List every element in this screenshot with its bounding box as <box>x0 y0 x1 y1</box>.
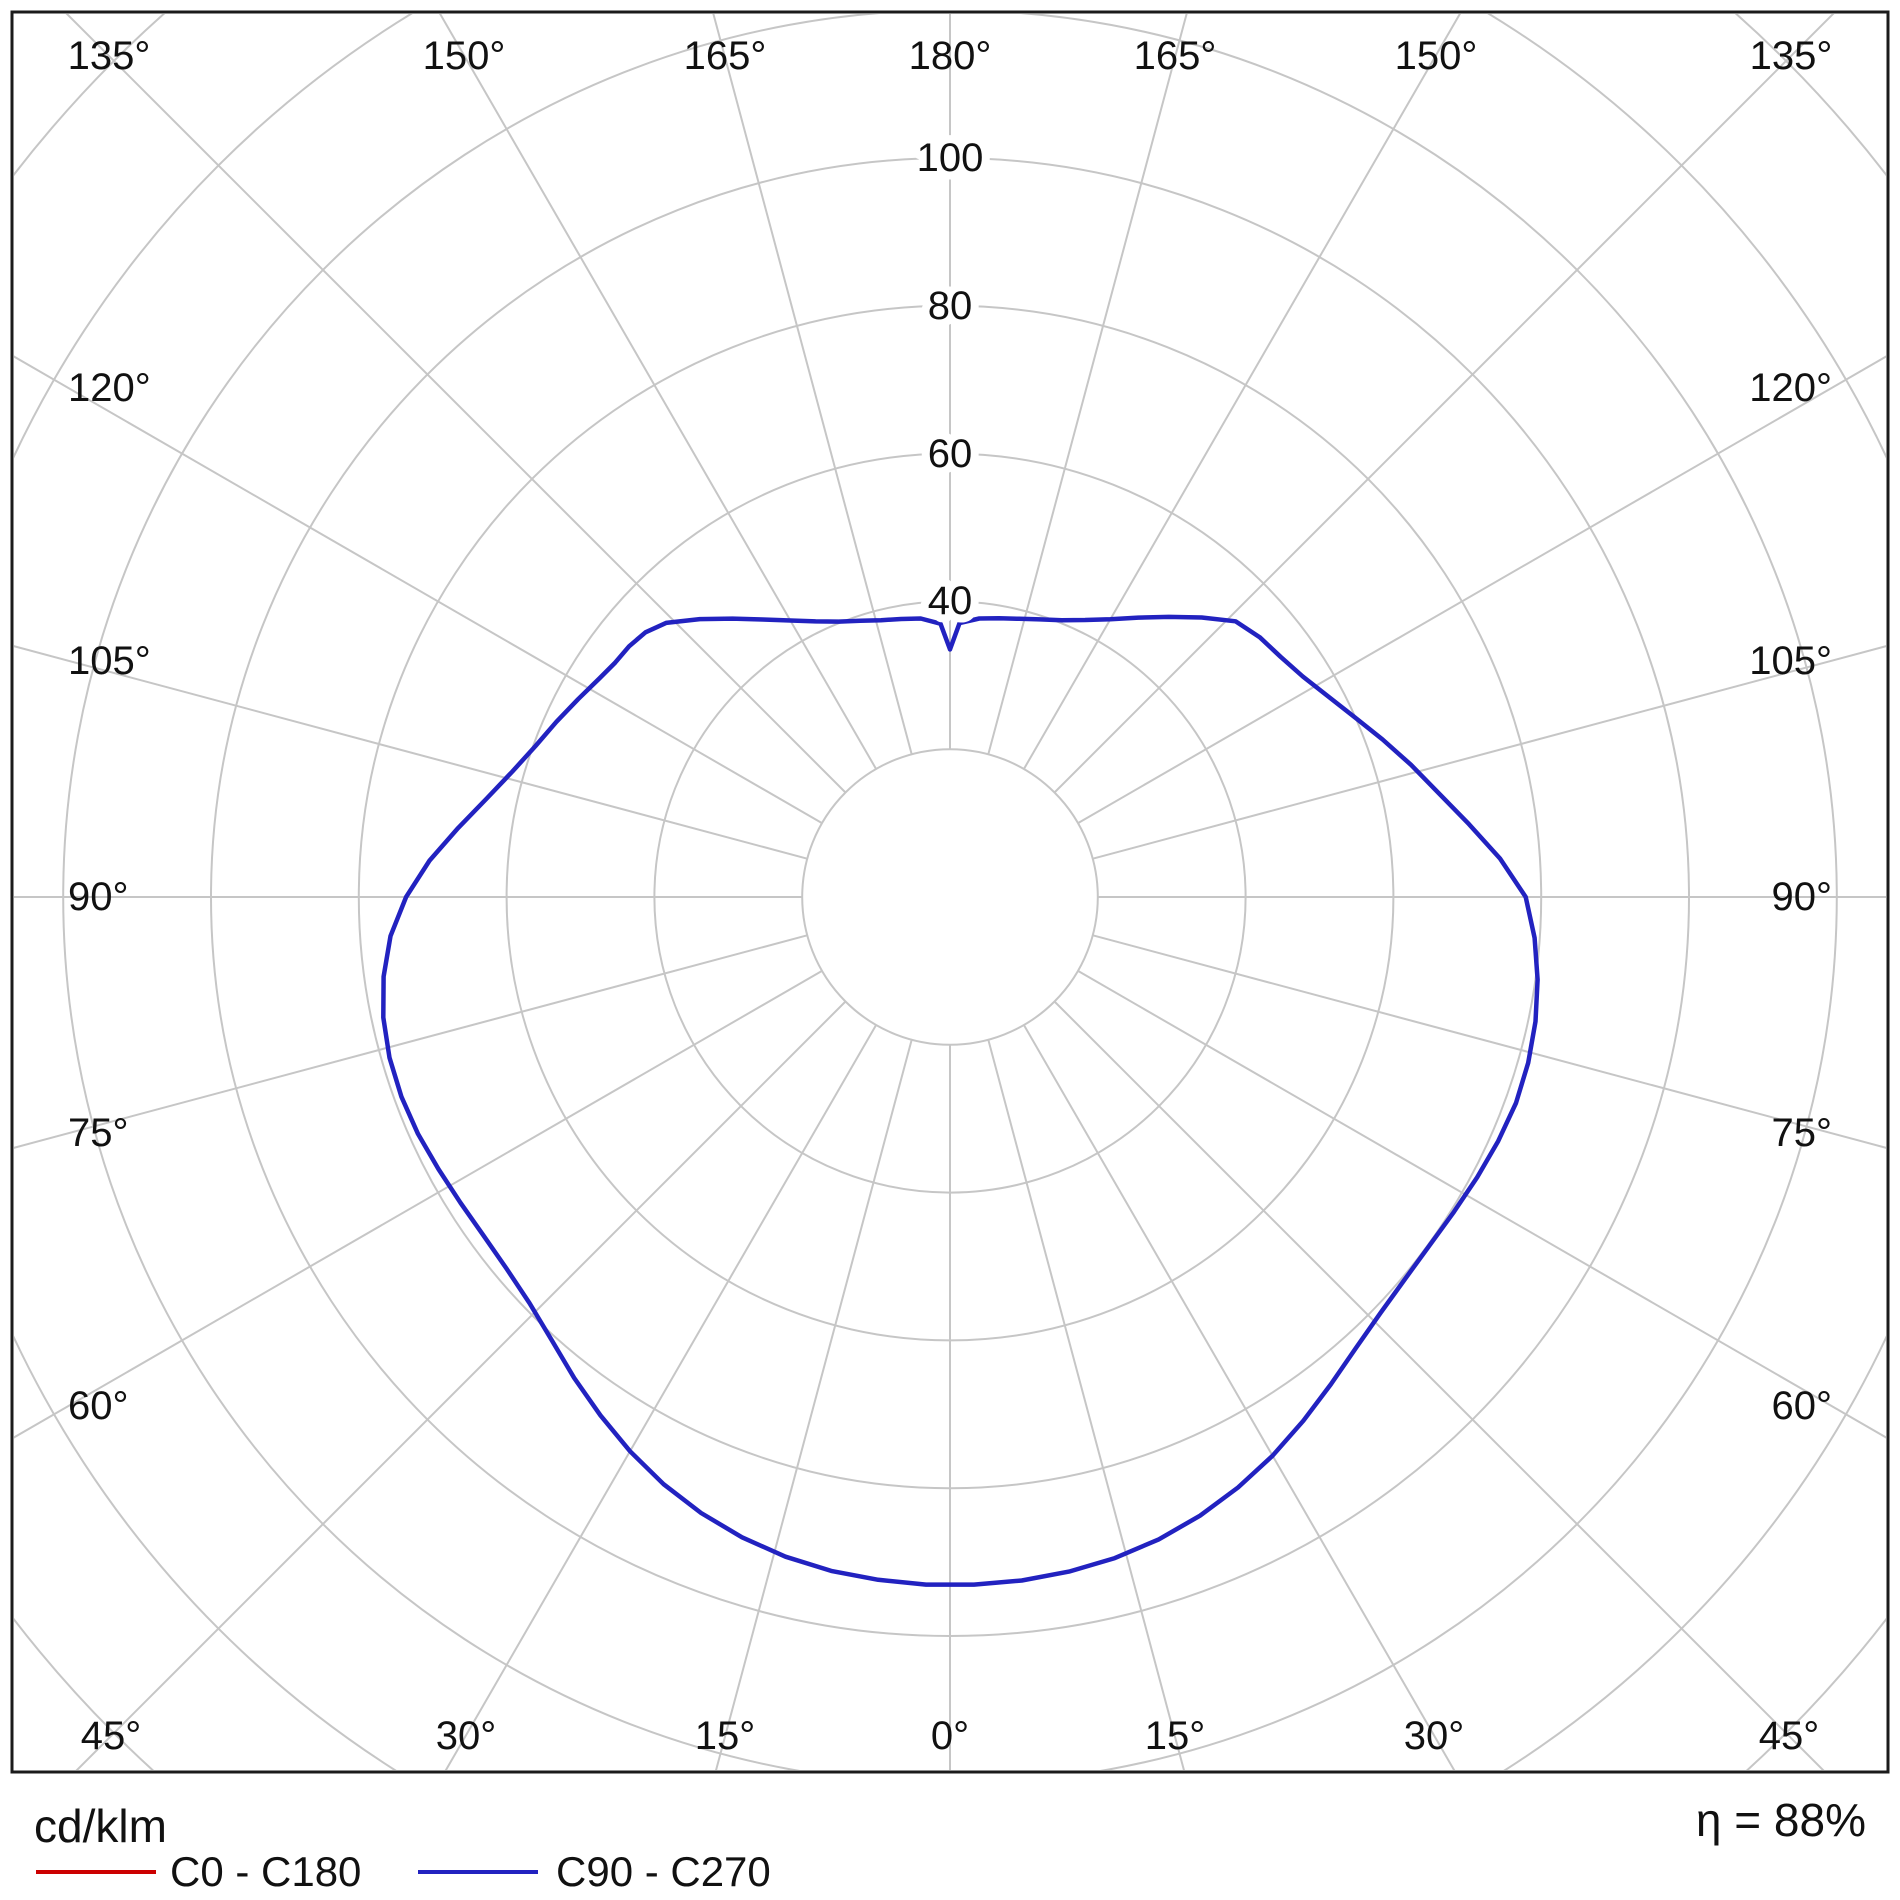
angle-label-75: 75° <box>1772 1111 1833 1155</box>
units-label: cd/klm <box>34 1800 167 1852</box>
angle-label-45: 45° <box>1759 1714 1820 1758</box>
grid-spoke-30 <box>1023 1024 1456 1770</box>
angle-label-60-left: 60° <box>68 1384 129 1428</box>
angle-label-180: 180° <box>909 34 992 78</box>
radial-label-60: 60 <box>928 432 973 476</box>
radial-axis-labels: 40 60 80 100 <box>909 128 992 631</box>
grid-spoke-15 <box>987 1039 1185 1770</box>
grid-spoke-45 <box>1053 1000 1825 1770</box>
grid-spoke-75 <box>1092 934 1886 1149</box>
angle-label-120-left: 120° <box>68 366 151 410</box>
angle-label-150-left: 150° <box>423 34 506 78</box>
intensity-curves <box>381 614 1540 1587</box>
angle-label-45-left: 45° <box>81 1714 142 1758</box>
grid-spoke-315 <box>75 1000 847 1770</box>
angle-label-30: 30° <box>1404 1714 1465 1758</box>
grid-spoke-120 <box>1077 355 1886 824</box>
curve-c90-c270 <box>381 614 1540 1587</box>
angle-label-135: 135° <box>1750 34 1833 78</box>
grid-spoke-285 <box>14 934 808 1149</box>
grid-spoke-300 <box>14 970 823 1439</box>
grid-spoke-195 <box>712 14 913 755</box>
legend-label-c0: C0 - C180 <box>170 1848 361 1895</box>
grid-spoke-135 <box>1053 14 1835 794</box>
grid-spoke-60 <box>1077 970 1886 1439</box>
angle-label-120: 120° <box>1749 366 1832 410</box>
grid-spoke-165 <box>987 14 1188 755</box>
angle-label-15-left: 15° <box>695 1714 756 1758</box>
angle-label-165-left: 165° <box>684 34 767 78</box>
angle-label-135-left: 135° <box>68 34 151 78</box>
legend: C0 - C180 C90 - C270 <box>36 1848 771 1895</box>
angle-label-165: 165° <box>1134 34 1217 78</box>
grid-spoke-150 <box>1023 14 1461 770</box>
grid-spoke-105 <box>1092 645 1886 860</box>
angle-label-105: 105° <box>1749 639 1832 683</box>
grid-spoke-225 <box>65 14 847 794</box>
angle-labels: 0° 15° 15° 30° 30° 45° 45° 60° 60° 75° 75° 90° 90° 10… <box>68 34 1833 1758</box>
angle-label-90-left: 90° <box>68 875 129 919</box>
grid-spoke-210 <box>439 14 877 770</box>
grid-spoke-345 <box>715 1039 913 1770</box>
radial-label-40: 40 <box>928 579 973 623</box>
legend-label-c90: C90 - C270 <box>556 1848 771 1895</box>
grid-spoke-330 <box>444 1024 877 1770</box>
angle-label-30-left: 30° <box>436 1714 497 1758</box>
angle-label-105-left: 105° <box>68 639 151 683</box>
angle-label-90: 90° <box>1772 875 1833 919</box>
angle-label-75-left: 75° <box>68 1111 129 1155</box>
radial-label-80: 80 <box>928 284 973 328</box>
grid-spoke-240 <box>14 355 823 824</box>
radial-label-100: 100 <box>917 136 984 180</box>
efficiency-label: η = 88% <box>1696 1794 1866 1846</box>
angle-label-150: 150° <box>1395 34 1478 78</box>
angle-label-15: 15° <box>1145 1714 1206 1758</box>
angle-label-60: 60° <box>1772 1384 1833 1428</box>
angle-label-0: 0° <box>931 1714 969 1758</box>
grid-spoke-255 <box>14 645 808 860</box>
